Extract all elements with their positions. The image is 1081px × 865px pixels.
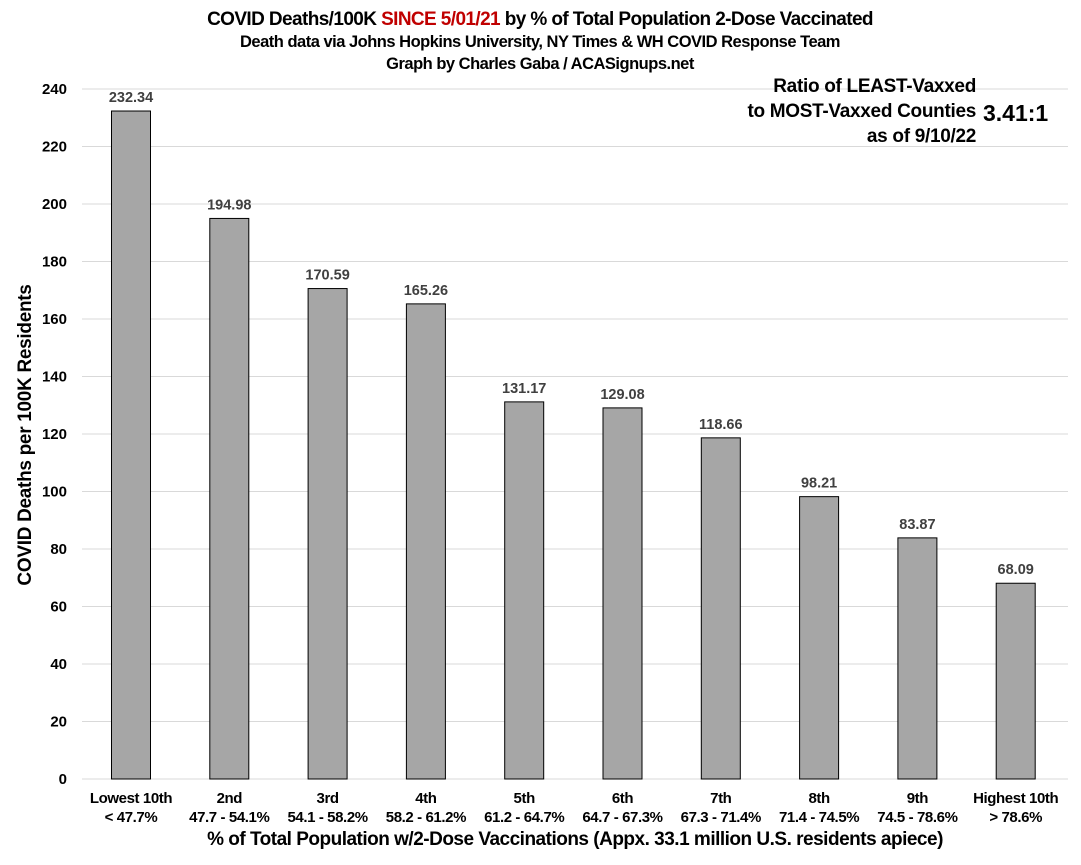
x-category-range: 47.7 - 54.1% (189, 809, 269, 826)
data-label: 83.87 (899, 517, 935, 533)
bar (602, 407, 643, 780)
ratio-annotation-line-3: as of 9/10/22 (867, 126, 976, 147)
y-axis-label: COVID Deaths per 100K Residents (15, 284, 36, 585)
chart-credit: Graph by Charles Gaba / ACASignups.net (386, 55, 695, 73)
x-category-range: 61.2 - 64.7% (484, 809, 564, 826)
y-tick-labels: 0 20 40 60 80 100 120 140 160 180 200 220 240 (42, 81, 67, 788)
data-label: 118.66 (699, 417, 743, 433)
bar (209, 217, 250, 780)
y-tick-label: 80 (50, 541, 67, 558)
data-label: 98.21 (801, 476, 837, 492)
x-category-label: 9th (907, 790, 929, 807)
bar (405, 303, 446, 780)
data-label: 68.09 (998, 562, 1034, 578)
data-label: 232.34 (109, 90, 153, 106)
bar (799, 496, 840, 780)
y-tick-label: 220 (42, 139, 67, 156)
data-label: 131.17 (502, 381, 546, 397)
y-tick-label: 160 (42, 311, 67, 328)
data-label: 170.59 (305, 268, 349, 284)
x-category-label: 4th (415, 790, 437, 807)
x-axis-label: % of Total Population w/2-Dose Vaccinati… (207, 829, 943, 850)
y-tick-label: 60 (50, 599, 67, 616)
x-category-range: 64.7 - 67.3% (582, 809, 662, 826)
bar (111, 110, 151, 780)
x-category-label: 3rd (317, 790, 339, 807)
x-category-range: > 78.6% (989, 809, 1042, 826)
data-label: 194.98 (207, 197, 251, 213)
bar (700, 437, 741, 780)
chart-title: COVID Deaths/100K SINCE 5/01/21 by % of … (207, 9, 873, 30)
y-tick-label: 200 (42, 196, 67, 213)
bar (995, 582, 1036, 780)
ratio-annotation-line-1: Ratio of LEAST-Vaxxed (773, 76, 976, 97)
y-tick-label: 100 (42, 484, 67, 501)
x-category-label: 7th (710, 790, 732, 807)
bar (897, 537, 938, 780)
y-tick-label: 0 (59, 771, 67, 788)
bar (307, 288, 348, 780)
x-category-range: 54.1 - 58.2% (287, 809, 367, 826)
x-category-label: 6th (612, 790, 634, 807)
x-category-label: 2nd (217, 790, 243, 807)
x-category-label: 8th (808, 790, 830, 807)
y-tick-label: 240 (42, 81, 67, 98)
x-category-range: < 47.7% (105, 809, 158, 826)
bar (504, 401, 545, 780)
x-category-range: 71.4 - 74.5% (779, 809, 859, 826)
x-category-range: 58.2 - 61.2% (386, 809, 466, 826)
x-category-range: 74.5 - 78.6% (877, 809, 957, 826)
x-tick-labels: Lowest 10th < 47.7% 2nd 47.7 - 54.1% 3rd 54.1… (90, 790, 1059, 826)
data-label: 165.26 (404, 283, 448, 299)
y-tick-label: 140 (42, 369, 67, 386)
bars (111, 110, 1036, 780)
x-category-label: Lowest 10th (90, 790, 173, 807)
title-highlight: SINCE 5/01/21 (381, 9, 501, 30)
x-category-label: 5th (514, 790, 536, 807)
y-tick-label: 120 (42, 426, 67, 443)
data-label: 129.08 (600, 387, 644, 403)
chart-subtitle: Death data via Johns Hopkins University,… (240, 33, 840, 51)
y-tick-label: 20 (50, 714, 67, 731)
x-category-label: Highest 10th (973, 790, 1058, 807)
ratio-value: 3.41:1 (983, 100, 1048, 126)
y-tick-label: 180 (42, 254, 67, 271)
y-tick-label: 40 (50, 656, 67, 673)
data-labels: 232.34 194.98 170.59 165.26 131.17 129.08 118.… (109, 90, 1034, 578)
ratio-annotation-line-2: to MOST-Vaxxed Counties (747, 101, 976, 122)
x-category-range: 67.3 - 71.4% (681, 809, 761, 826)
